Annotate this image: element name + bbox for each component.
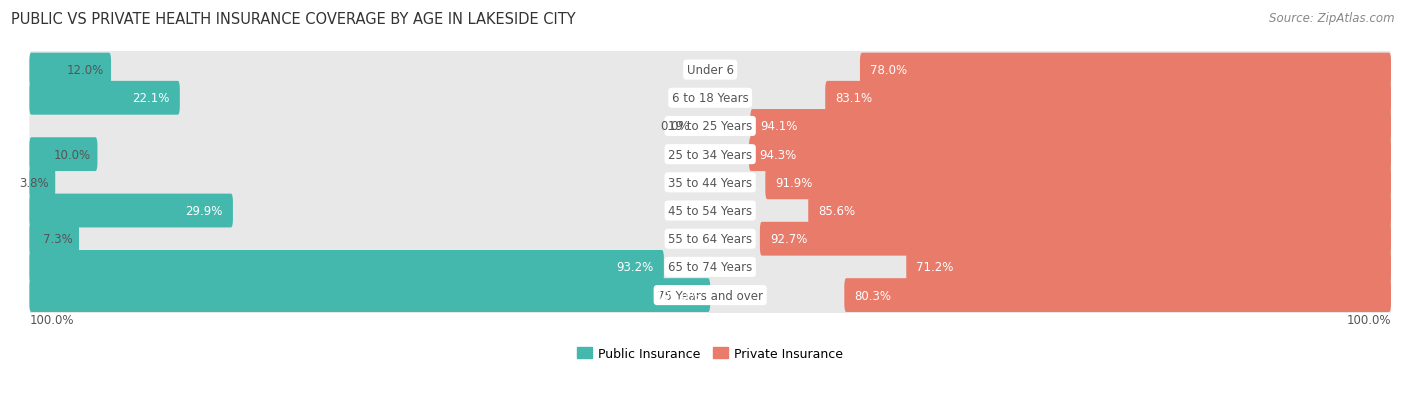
FancyBboxPatch shape xyxy=(30,194,233,228)
Text: 100.0%: 100.0% xyxy=(30,313,75,326)
FancyBboxPatch shape xyxy=(860,54,1391,87)
FancyBboxPatch shape xyxy=(907,250,1391,284)
Text: 45 to 54 Years: 45 to 54 Years xyxy=(668,204,752,218)
Text: 25 to 34 Years: 25 to 34 Years xyxy=(668,148,752,161)
Legend: Public Insurance, Private Insurance: Public Insurance, Private Insurance xyxy=(572,342,848,365)
Text: 35 to 44 Years: 35 to 44 Years xyxy=(668,176,752,190)
Text: 93.2%: 93.2% xyxy=(616,261,654,274)
Text: 0.0%: 0.0% xyxy=(661,120,690,133)
FancyBboxPatch shape xyxy=(30,189,1391,233)
FancyBboxPatch shape xyxy=(30,161,1391,205)
Text: 3.8%: 3.8% xyxy=(18,176,48,190)
Text: 10.0%: 10.0% xyxy=(53,148,90,161)
Text: 83.1%: 83.1% xyxy=(835,92,873,105)
FancyBboxPatch shape xyxy=(808,194,1391,228)
FancyBboxPatch shape xyxy=(30,82,180,115)
FancyBboxPatch shape xyxy=(30,250,664,284)
FancyBboxPatch shape xyxy=(749,138,1391,172)
Text: 71.2%: 71.2% xyxy=(917,261,953,274)
FancyBboxPatch shape xyxy=(30,138,97,172)
Text: 94.1%: 94.1% xyxy=(761,120,799,133)
FancyBboxPatch shape xyxy=(765,166,1391,200)
Text: 78.0%: 78.0% xyxy=(870,64,907,77)
FancyBboxPatch shape xyxy=(30,273,1391,317)
FancyBboxPatch shape xyxy=(30,54,111,87)
FancyBboxPatch shape xyxy=(759,222,1391,256)
Text: 19 to 25 Years: 19 to 25 Years xyxy=(668,120,752,133)
FancyBboxPatch shape xyxy=(825,82,1391,115)
Text: 55 to 64 Years: 55 to 64 Years xyxy=(668,233,752,246)
FancyBboxPatch shape xyxy=(751,110,1391,144)
Text: Under 6: Under 6 xyxy=(686,64,734,77)
FancyBboxPatch shape xyxy=(30,133,1391,177)
Text: 75 Years and over: 75 Years and over xyxy=(657,289,763,302)
FancyBboxPatch shape xyxy=(30,222,79,256)
FancyBboxPatch shape xyxy=(30,278,710,312)
Text: 80.3%: 80.3% xyxy=(855,289,891,302)
FancyBboxPatch shape xyxy=(30,166,55,200)
FancyBboxPatch shape xyxy=(845,278,1391,312)
Text: 65 to 74 Years: 65 to 74 Years xyxy=(668,261,752,274)
FancyBboxPatch shape xyxy=(30,76,1391,121)
Text: PUBLIC VS PRIVATE HEALTH INSURANCE COVERAGE BY AGE IN LAKESIDE CITY: PUBLIC VS PRIVATE HEALTH INSURANCE COVER… xyxy=(11,12,576,27)
Text: 94.3%: 94.3% xyxy=(759,148,796,161)
Text: 91.9%: 91.9% xyxy=(776,176,813,190)
FancyBboxPatch shape xyxy=(30,48,1391,93)
Text: 7.3%: 7.3% xyxy=(42,233,72,246)
Text: 22.1%: 22.1% xyxy=(132,92,170,105)
FancyBboxPatch shape xyxy=(30,217,1391,261)
Text: Source: ZipAtlas.com: Source: ZipAtlas.com xyxy=(1270,12,1395,25)
Text: 100.0%: 100.0% xyxy=(655,289,700,302)
Text: 92.7%: 92.7% xyxy=(770,233,807,246)
Text: 29.9%: 29.9% xyxy=(186,204,222,218)
Text: 12.0%: 12.0% xyxy=(67,64,104,77)
FancyBboxPatch shape xyxy=(30,105,1391,149)
Text: 85.6%: 85.6% xyxy=(818,204,856,218)
Text: 6 to 18 Years: 6 to 18 Years xyxy=(672,92,748,105)
FancyBboxPatch shape xyxy=(30,245,1391,289)
Text: 100.0%: 100.0% xyxy=(1347,313,1391,326)
